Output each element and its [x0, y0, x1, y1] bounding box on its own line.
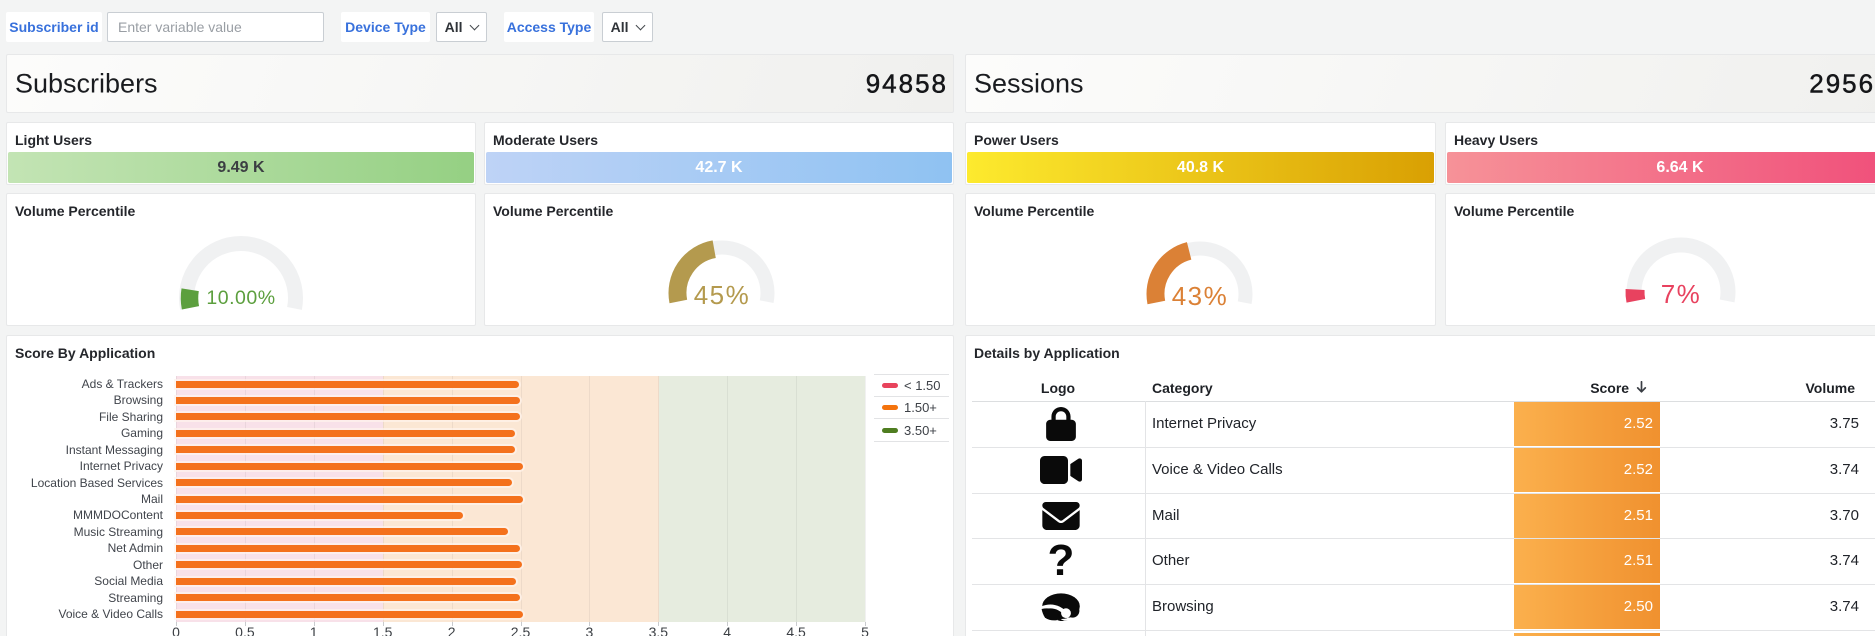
svg-text:45%: 45% — [694, 280, 751, 310]
svg-text:43%: 43% — [1172, 281, 1229, 311]
svg-text:10.00%: 10.00% — [206, 287, 275, 309]
svg-text:7%: 7% — [1661, 279, 1702, 309]
